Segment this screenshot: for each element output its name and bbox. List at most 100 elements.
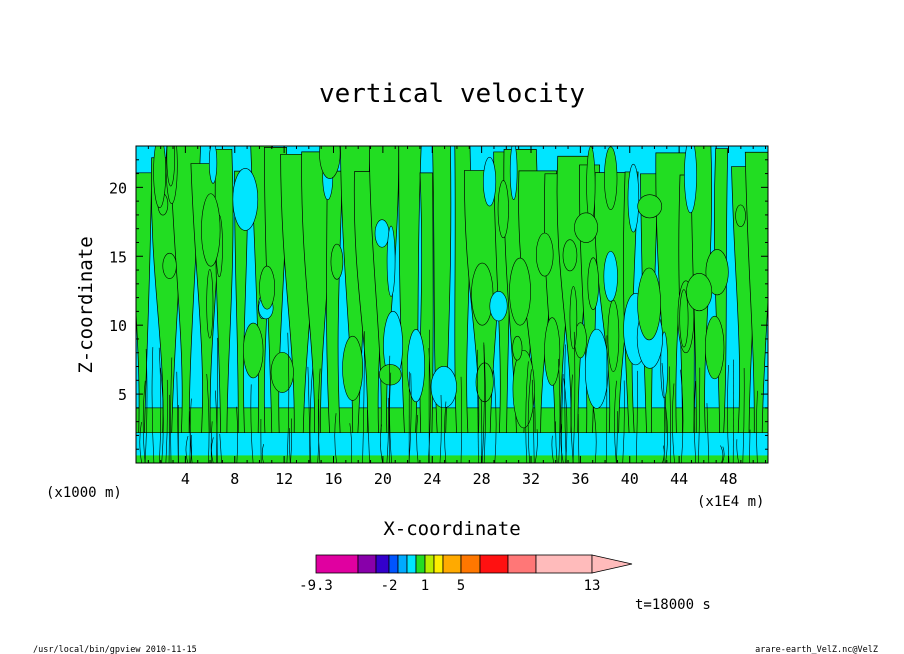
contour-line xyxy=(680,369,684,463)
colorbar-segment xyxy=(406,554,417,574)
positive-cell xyxy=(637,267,661,341)
positive-cell xyxy=(735,204,746,227)
colorbar-label: -9.3 xyxy=(299,578,333,594)
x-tick-label: 36 xyxy=(571,470,589,488)
colorbar-segment xyxy=(535,554,593,574)
contour-line xyxy=(185,435,189,463)
positive-cell xyxy=(704,315,725,380)
contour-line xyxy=(635,370,638,463)
negative-cell xyxy=(627,163,640,233)
x-tick-label: 48 xyxy=(719,470,737,488)
contour-line xyxy=(151,347,155,463)
x-tick-label: 8 xyxy=(230,470,239,488)
contour-line xyxy=(534,429,538,463)
contour-line xyxy=(592,407,597,463)
plot-frame xyxy=(135,145,769,464)
negative-cell xyxy=(584,328,609,409)
negative-cell xyxy=(684,146,697,214)
contour-line xyxy=(317,368,321,463)
negative-cell xyxy=(232,168,259,231)
footer-left: /usr/local/bin/gpview 2010-11-15 xyxy=(33,645,197,654)
x-tick-label: 24 xyxy=(423,470,441,488)
contour-line xyxy=(176,371,179,463)
colorbar-segment xyxy=(397,554,408,574)
contour-line xyxy=(563,378,568,463)
colorbar-label: 5 xyxy=(457,578,465,594)
colorbar-segment xyxy=(315,554,359,574)
contour-line xyxy=(698,367,701,463)
contour-line xyxy=(551,435,554,463)
contour-line xyxy=(572,331,576,463)
contour-line xyxy=(160,367,164,463)
contour-line xyxy=(388,355,391,463)
contour-line xyxy=(622,380,625,463)
contour-line xyxy=(362,331,365,463)
positive-cell xyxy=(162,252,177,279)
contour-line xyxy=(144,348,148,463)
contour-line xyxy=(481,344,485,463)
contour-line xyxy=(555,421,558,463)
positive-cell xyxy=(569,286,578,350)
positive-cell xyxy=(342,335,364,401)
contour-line xyxy=(170,357,173,463)
contour-line xyxy=(334,413,337,463)
contour-line xyxy=(721,446,725,463)
contour-line xyxy=(219,433,222,463)
contour-line xyxy=(389,372,392,463)
colorbar-segment xyxy=(479,554,509,574)
contour-line xyxy=(261,444,264,463)
colorbar-segment xyxy=(442,554,462,574)
x-tick-label: 20 xyxy=(374,470,392,488)
positive-plume xyxy=(169,146,201,434)
y-axis-units: (x1000 m) xyxy=(46,485,122,501)
contour-line xyxy=(577,413,580,463)
colorbar-segment xyxy=(375,554,390,574)
negative-cell xyxy=(430,366,457,409)
colorbar-segment xyxy=(424,554,435,574)
contour-line xyxy=(706,403,710,463)
contour-line xyxy=(483,342,486,463)
contour-line xyxy=(720,445,724,463)
contour-line xyxy=(290,418,293,463)
y-tick-label: 15 xyxy=(109,248,127,266)
positive-cell xyxy=(512,335,523,361)
colorbar-segment xyxy=(388,554,399,574)
negative-cell xyxy=(407,329,425,403)
positive-cell xyxy=(259,265,276,310)
x-tick-label: 32 xyxy=(522,470,540,488)
contour-line xyxy=(727,365,730,463)
contour-line xyxy=(460,376,462,463)
contour-line xyxy=(250,384,254,463)
positive-cell xyxy=(270,351,294,393)
x-tick-label: 4 xyxy=(181,470,190,488)
contour-line xyxy=(665,407,668,463)
velocity-field xyxy=(136,146,768,463)
contour-line xyxy=(444,401,447,463)
chart-title: vertical velocity xyxy=(319,79,585,109)
contour-line xyxy=(189,398,193,463)
contour-line xyxy=(349,423,353,463)
positive-cell xyxy=(497,180,509,239)
x-tick-label: 44 xyxy=(670,470,688,488)
negative-cell xyxy=(208,146,218,184)
contour-line xyxy=(165,379,168,463)
contour-line xyxy=(286,332,290,463)
positive-cell xyxy=(153,146,167,208)
x-tick-label: 40 xyxy=(621,470,639,488)
negative-cell xyxy=(386,225,396,297)
contour-line xyxy=(564,344,567,463)
contour-line xyxy=(557,358,561,463)
positive-cell xyxy=(243,322,264,379)
x-tick-label: 16 xyxy=(324,470,342,488)
positive-cell xyxy=(637,194,663,219)
positive-cell xyxy=(544,317,561,386)
colorbar-label: 13 xyxy=(584,578,601,594)
contour-line xyxy=(736,439,740,463)
colorbar-label: 1 xyxy=(421,578,429,594)
colorbar-segment xyxy=(460,554,481,574)
contour-line xyxy=(742,368,745,463)
contour-line xyxy=(380,424,383,463)
contour-line xyxy=(531,379,535,463)
contour-line xyxy=(289,428,291,463)
